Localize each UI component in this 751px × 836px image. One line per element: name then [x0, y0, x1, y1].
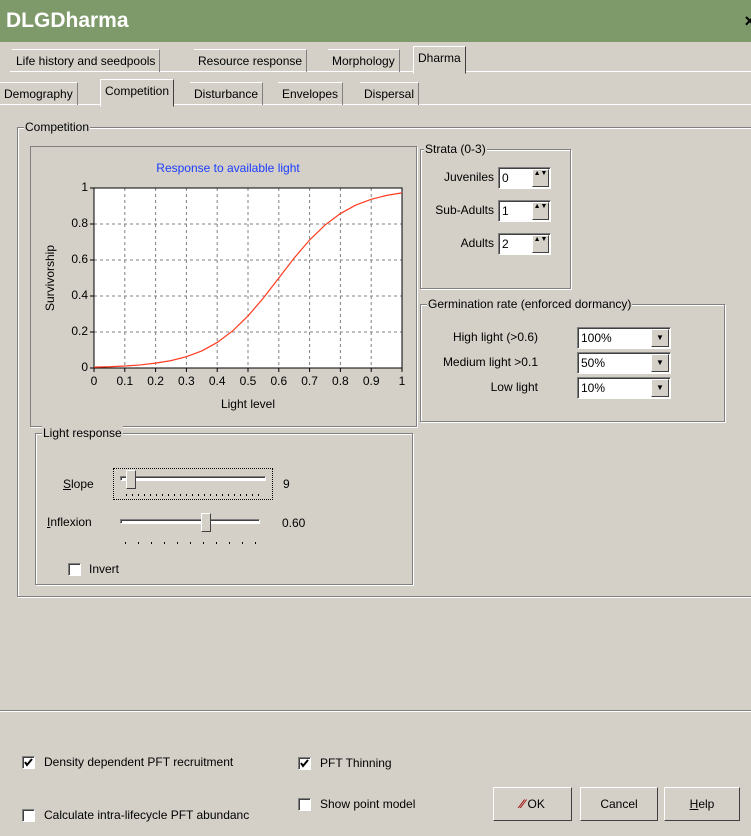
checkbox-label: Calculate intra-lifecycle PFT abundanc: [44, 808, 250, 822]
x-tick-label: 1: [399, 374, 406, 388]
checkbox-box: [298, 757, 311, 770]
slope-value: 9: [283, 477, 290, 491]
spin-buttons: ▲▼: [532, 169, 549, 187]
checkbox-label: PFT Thinning: [320, 756, 392, 770]
sub-tabs: Demography Competition Disturbance Envel…: [0, 79, 751, 107]
x-tick-label: 0: [91, 374, 98, 388]
combo-value: 50%: [581, 356, 606, 370]
check-mark: [300, 759, 309, 768]
checkbox-box: [22, 809, 35, 822]
tab[interactable]: Life history and seedpools: [12, 49, 161, 72]
spinner[interactable]: 2 ▲▼: [498, 233, 551, 255]
x-tick-label: 0.1: [116, 374, 133, 388]
combo-label: Medium light >0.1: [442, 355, 538, 369]
plot-border: [93, 187, 403, 369]
checkbox-label: Density dependent PFT recruitment: [44, 755, 234, 769]
data-line: [93, 192, 403, 368]
dropdown-button: ▼: [651, 354, 669, 372]
tab[interactable]: Envelopes: [278, 82, 344, 105]
combo-label: High light (>0.6): [452, 330, 538, 344]
title-bar: DLGDharma ×: [0, 0, 751, 42]
y-tick-label: 0.2: [71, 324, 88, 338]
light-response-group: Light response: [35, 426, 413, 585]
inflexion-label: Inflexion: [47, 515, 92, 529]
spinner-label: Adults: [460, 236, 494, 250]
combo[interactable]: 10% ▼: [577, 377, 671, 399]
chart: Response to available light 0 0.1 0.2 0.3 0.4…: [30, 146, 417, 427]
tab[interactable]: Dispersal: [360, 82, 420, 105]
group-label: Competition: [24, 120, 91, 134]
y-tick-label: 0: [81, 360, 88, 374]
chart-title: Response to available light: [156, 161, 300, 175]
x-tick-label: 0.5: [240, 374, 257, 388]
spinner-value: 0: [502, 171, 509, 185]
dropdown-button: ▼: [651, 329, 669, 347]
close-button[interactable]: ×: [744, 11, 751, 31]
spinner-value: 1: [502, 204, 509, 218]
spinner-value: 2: [502, 237, 509, 251]
spinner-label: Juveniles: [443, 170, 494, 184]
button-label: Help: [689, 797, 715, 811]
spinner-label: Sub-Adults: [435, 203, 494, 217]
checkbox-box: [298, 798, 311, 811]
y-tick-label: 0.6: [71, 252, 88, 266]
y-tick-label: 1: [81, 180, 88, 194]
spinner[interactable]: 0 ▲▼: [498, 167, 551, 189]
checkbox-box: [22, 756, 35, 769]
help-button[interactable]: Help: [664, 787, 740, 821]
combo-label: Low light: [490, 380, 538, 394]
tab[interactable]: Dharma: [413, 46, 466, 74]
separator: [0, 710, 751, 712]
y-axis-label: Survivorship: [43, 245, 57, 311]
inflexion-value: 0.60: [282, 516, 306, 530]
x-tick-label: 0.7: [301, 374, 318, 388]
x-tick-label: 0.4: [209, 374, 226, 388]
group-label: Light response: [42, 426, 123, 440]
group-label: Strata (0-3): [424, 142, 487, 156]
checkbox-label: Invert: [89, 562, 120, 576]
slope-slider[interactable]: [113, 468, 273, 500]
cancel-button[interactable]: Cancel: [580, 787, 658, 821]
x-tick-label: 0.6: [270, 374, 287, 388]
tab[interactable]: Morphology: [328, 49, 400, 72]
group-label: Germination rate (enforced dormancy): [427, 297, 633, 311]
tab[interactable]: Disturbance: [190, 82, 264, 105]
combo[interactable]: 100% ▼: [577, 327, 671, 349]
germination-group: Germination rate (enforced dormancy): [420, 297, 725, 422]
x-tick-label: 0.3: [178, 374, 195, 388]
x-tick-label: 0.8: [332, 374, 349, 388]
check-mark: [24, 758, 33, 767]
tab[interactable]: Demography: [0, 82, 78, 105]
combo-value: 10%: [581, 381, 606, 395]
x-tick-label: 0.2: [147, 374, 164, 388]
x-axis-label: Light level: [221, 397, 275, 411]
top-tabs: Life history and seedpools Resource resp…: [10, 46, 751, 74]
strata-group: Strata (0-3): [420, 142, 571, 289]
window-title: DLGDharma: [6, 9, 129, 32]
y-tick-label: 0.4: [71, 288, 88, 302]
dropdown-button: ▼: [651, 379, 669, 397]
competition-group: Competition: [17, 120, 751, 597]
inflexion-slider[interactable]: [118, 512, 262, 546]
tab[interactable]: Competition: [100, 79, 175, 107]
combo[interactable]: 50% ▼: [577, 352, 671, 374]
spin-buttons: ▲▼: [532, 235, 549, 253]
button-label: OK: [527, 797, 545, 811]
tab[interactable]: Resource response: [194, 49, 308, 72]
spinner[interactable]: 1 ▲▼: [498, 200, 551, 222]
combo-value: 100%: [581, 331, 612, 345]
spin-buttons: ▲▼: [532, 202, 549, 220]
ok-button[interactable]: ⁄⁄ OK: [493, 787, 572, 821]
x-tick-label: 0.9: [363, 374, 380, 388]
slope-label: Slope: [63, 477, 94, 491]
checkbox-label: Show point model: [320, 797, 416, 811]
y-tick-label: 0.8: [71, 216, 88, 230]
